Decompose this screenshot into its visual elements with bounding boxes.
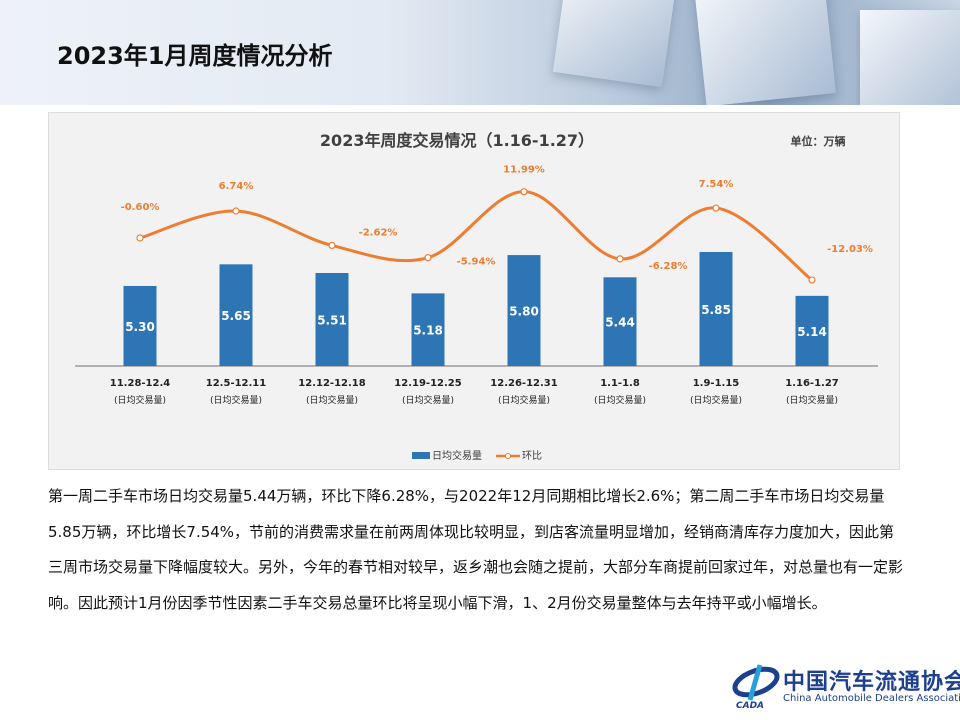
line-point xyxy=(328,241,336,250)
line-value-label: 6.74% xyxy=(219,181,254,192)
x-tick-sublabel: (日均交易量) xyxy=(786,394,838,406)
bar-value-label: 5.80 xyxy=(509,305,539,319)
line-series-huanbi xyxy=(139,190,813,282)
bar-value-label: 5.14 xyxy=(797,325,827,339)
bar-value-label: 5.18 xyxy=(413,324,443,338)
cada-logo: CADA 中国汽车流通协会 China Automobile Dealers A… xyxy=(730,660,960,710)
line-value-label: -0.60% xyxy=(121,202,160,213)
legend-line-label: 环比 xyxy=(522,450,542,462)
line-value-label: -12.03% xyxy=(827,244,873,255)
line-value-label: -2.62% xyxy=(359,227,398,238)
x-tick-sublabel: (日均交易量) xyxy=(594,394,646,406)
x-tick-label: 12.5-12.11 xyxy=(206,378,266,389)
x-tick-sublabel: (日均交易量) xyxy=(690,394,742,406)
header-banner xyxy=(0,0,960,105)
bar xyxy=(123,285,157,366)
x-tick-sublabel: (日均交易量) xyxy=(210,394,262,406)
bar-value-label: 5.44 xyxy=(605,316,635,330)
x-tick-label: 1.1-1.8 xyxy=(600,378,640,389)
line-point xyxy=(520,188,528,196)
x-tick-sublabel: (日均交易量) xyxy=(402,394,454,406)
bar-value-label: 5.30 xyxy=(125,320,155,334)
line-value-label: 7.54% xyxy=(699,179,734,190)
cada-logo-mark: CADA xyxy=(732,664,780,710)
bar xyxy=(603,277,637,366)
line-value-label: 11.99% xyxy=(503,165,545,176)
bar xyxy=(699,251,733,366)
x-tick-label: 11.28-12.4 xyxy=(110,378,170,389)
bar xyxy=(411,293,445,366)
legend-bar-swatch xyxy=(412,452,430,459)
chart-panel xyxy=(48,112,900,470)
legend-bar-label: 日均交易量 xyxy=(432,449,482,462)
page-title: 2023年1月周度情况分析 xyxy=(57,42,333,70)
svg-text:CADA: CADA xyxy=(736,701,764,710)
line-point xyxy=(616,255,624,263)
line-point xyxy=(424,254,432,262)
bar-value-label: 5.85 xyxy=(701,303,731,317)
line-value-label: -5.94% xyxy=(457,257,496,268)
bar-value-label: 5.65 xyxy=(221,309,251,323)
logo-text-en: China Automobile Dealers Association xyxy=(783,693,960,704)
line-point xyxy=(136,234,144,242)
x-tick-label: 12.12-12.18 xyxy=(298,378,365,389)
decor-cube xyxy=(860,10,960,105)
legend-line-marker xyxy=(505,453,511,459)
line-value-label: -6.28% xyxy=(649,261,688,272)
x-tick-label: 1.16-1.27 xyxy=(785,378,839,389)
bar xyxy=(795,295,829,366)
line-point xyxy=(712,204,720,212)
logo-text-cn: 中国汽车流通协会 xyxy=(783,669,960,695)
line-point xyxy=(808,276,816,284)
line-point xyxy=(232,207,240,215)
x-tick-label: 1.9-1.15 xyxy=(693,378,740,389)
bar xyxy=(219,264,253,366)
x-tick-sublabel: (日均交易量) xyxy=(114,394,166,406)
analysis-paragraph: 第一周二手车市场日均交易量5.44万辆，环比下降6.28%，与2022年12月同… xyxy=(48,487,904,612)
unit-label: 单位：万辆 xyxy=(791,134,846,148)
x-tick-sublabel: (日均交易量) xyxy=(306,394,358,406)
legend: 日均交易量 环比 xyxy=(412,449,542,462)
chart-title: 2023年周度交易情况（1.16-1.27） xyxy=(320,131,594,150)
x-tick-label: 12.26-12.31 xyxy=(490,378,557,389)
bar-value-label: 5.51 xyxy=(317,313,347,327)
x-tick-label: 12.19-12.25 xyxy=(394,378,461,389)
x-tick-sublabel: (日均交易量) xyxy=(498,394,550,406)
bar xyxy=(315,272,349,366)
bar xyxy=(507,255,541,366)
